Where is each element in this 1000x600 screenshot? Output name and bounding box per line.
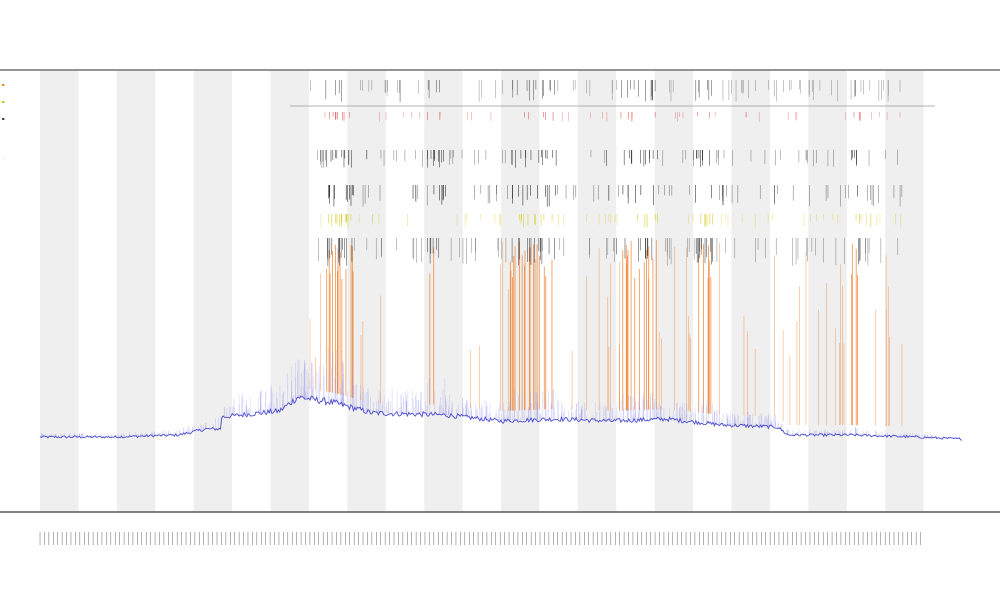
band-5: [347, 71, 386, 511]
orange-spike-series: [309, 240, 903, 427]
background-bands: [40, 71, 924, 511]
band-3: [193, 71, 233, 511]
legend-swatch-3: [2, 118, 5, 121]
x-tick-labels: [39, 532, 921, 545]
y-axis-mark: ·: [4, 156, 6, 162]
band-1: [40, 71, 79, 511]
band-8: [577, 71, 617, 511]
legend-item-2: [2, 95, 5, 112]
legend-item-3: [2, 112, 5, 129]
event-marker-series: [310, 80, 903, 266]
legend-item-1: [2, 78, 5, 95]
band-4: [270, 71, 309, 511]
blue-noise-series: [40, 347, 962, 439]
band-10: [731, 71, 770, 511]
band-7: [501, 71, 540, 511]
legend: [2, 78, 10, 129]
legend-swatch-1: [2, 84, 5, 87]
blue-baseline-line: [39, 395, 963, 441]
legend-swatch-2: [2, 101, 5, 104]
band-9: [654, 71, 694, 511]
band-6: [424, 71, 463, 511]
band-12: [885, 71, 924, 511]
band-11: [808, 71, 847, 511]
band-2: [116, 71, 156, 511]
